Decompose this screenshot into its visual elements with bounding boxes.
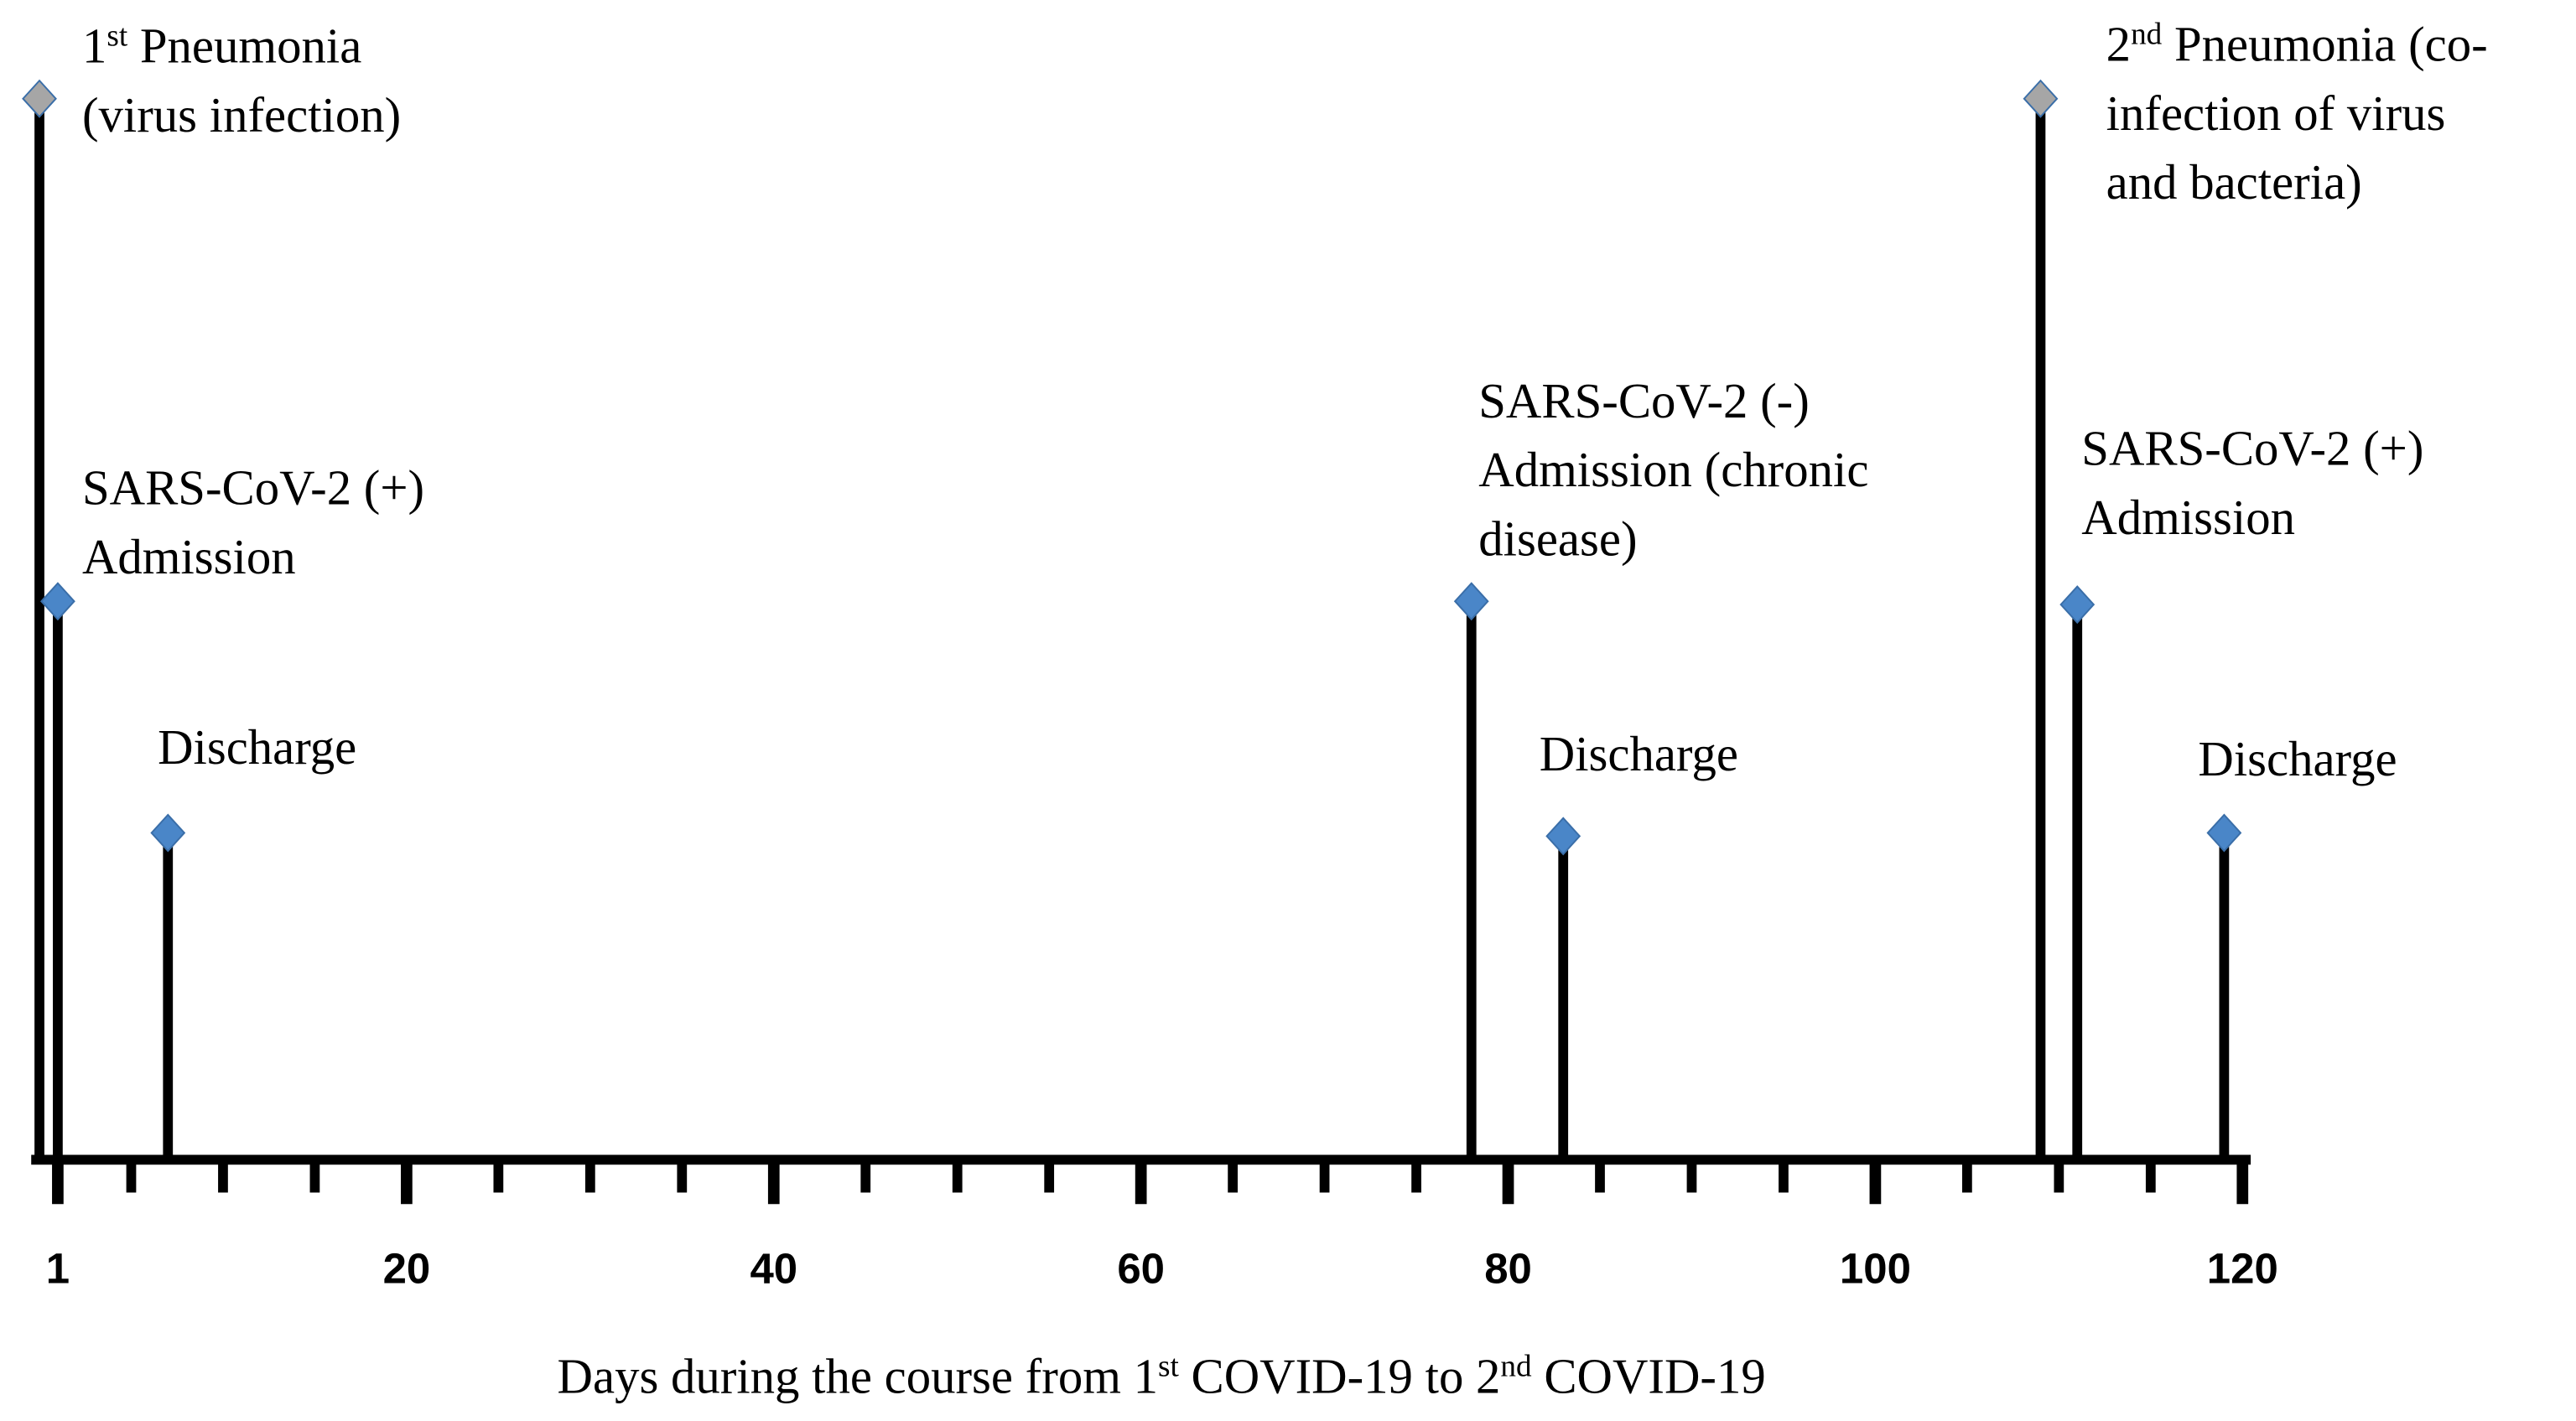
text-part: Discharge: [2198, 732, 2397, 786]
event-marker: [2206, 813, 2242, 853]
text-part: Admission: [2081, 490, 2295, 545]
text-part: Days during the course from 1: [558, 1350, 1158, 1404]
event-label: and bacteria): [2106, 155, 2362, 210]
text-part: Discharge: [158, 720, 356, 775]
event-marker: [22, 79, 57, 118]
event-label: SARS-CoV-2 (+): [82, 461, 424, 516]
text-part: Admission (chronic: [1478, 443, 1868, 497]
event-label: SARS-CoV-2 (-): [1478, 374, 1810, 428]
x-tick-label: 20: [383, 1244, 431, 1292]
event-label: disease): [1478, 511, 1637, 566]
event-label: Discharge: [158, 720, 356, 775]
event-label: Admission (chronic: [1478, 443, 1868, 497]
text-part: SARS-CoV-2 (+): [2081, 422, 2423, 476]
superscript: nd: [1500, 1349, 1532, 1383]
text-part: COVID-19 to 2: [1179, 1350, 1501, 1404]
event-marker: [1453, 582, 1489, 621]
text-part: Discharge: [1540, 727, 1738, 781]
x-tick-label: 80: [1484, 1244, 1532, 1292]
text-part: Admission: [82, 530, 296, 584]
event-label: Admission: [82, 530, 296, 584]
superscript: nd: [2131, 17, 2163, 51]
text-part: infection of virus: [2106, 86, 2446, 141]
event-label: Admission: [2081, 490, 2295, 545]
event-marker: [1545, 817, 1581, 856]
text-part: Pneumonia: [127, 19, 361, 74]
x-tick-label: 60: [1117, 1244, 1165, 1292]
text-part: SARS-CoV-2 (+): [82, 461, 424, 516]
x-tick-label: 1: [46, 1244, 70, 1292]
event-label: infection of virus: [2106, 86, 2446, 141]
text-part: and bacteria): [2106, 155, 2362, 210]
event-label: 2nd Pneumonia (co-: [2106, 17, 2488, 72]
event-label: SARS-CoV-2 (+): [2081, 422, 2423, 476]
text-part: disease): [1478, 511, 1637, 566]
text-part: SARS-CoV-2 (-): [1478, 374, 1810, 428]
text-part: 1: [82, 19, 106, 74]
x-tick-label: 120: [2207, 1244, 2278, 1292]
event-marker: [39, 582, 75, 621]
event-label: Discharge: [1540, 727, 1738, 781]
event-marker: [2023, 79, 2059, 118]
x-axis-title: Days during the course from 1st COVID-19…: [558, 1349, 1766, 1404]
x-tick-label: 40: [750, 1244, 797, 1292]
event-marker: [2059, 585, 2096, 625]
event-label: (virus infection): [82, 88, 401, 143]
superscript: st: [1158, 1349, 1179, 1383]
text-part: 2: [2106, 18, 2131, 72]
text-part: Pneumonia (co-: [2162, 18, 2487, 72]
superscript: st: [106, 18, 127, 53]
event-marker: [150, 813, 186, 853]
x-tick-label: 100: [1840, 1244, 1911, 1292]
text-part: COVID-19: [1532, 1350, 1766, 1404]
event-label: 1st Pneumonia: [82, 18, 361, 74]
event-label: Discharge: [2198, 732, 2397, 786]
text-part: (virus infection): [82, 88, 401, 143]
